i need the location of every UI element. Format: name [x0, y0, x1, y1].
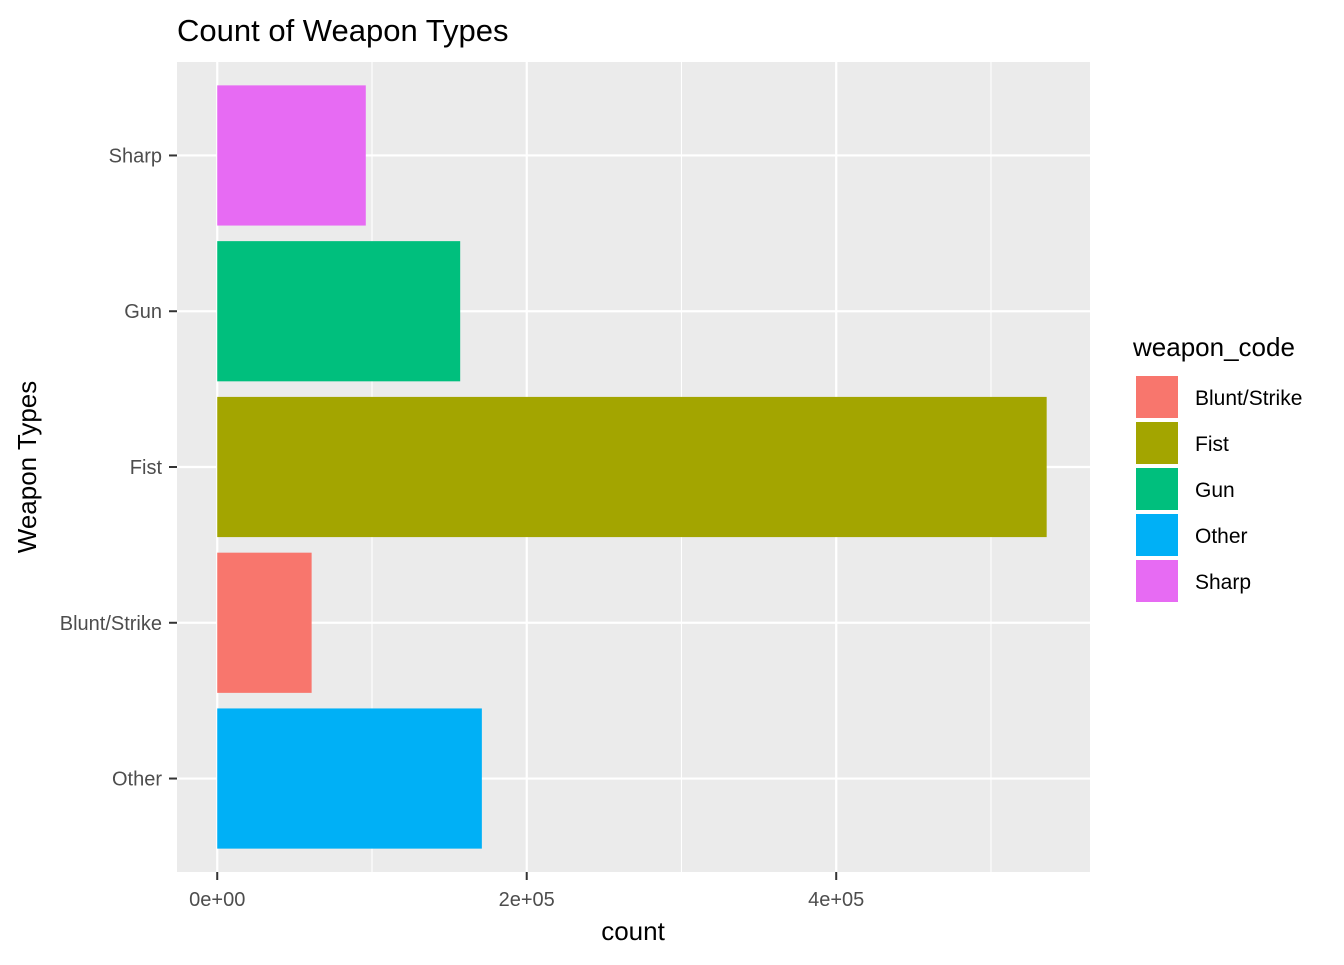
y-axis-title: Weapon Types: [12, 381, 42, 554]
x-tick-label: 4e+05: [808, 889, 864, 911]
bar-other: [217, 708, 482, 849]
y-axis: Other Blunt/Strike Fist Gun Sharp: [60, 145, 177, 791]
legend-swatch-gun: [1136, 468, 1178, 510]
legend-swatch-sharp: [1136, 560, 1178, 602]
legend-label: Other: [1195, 525, 1248, 548]
y-tick-label: Other: [112, 769, 162, 791]
legend-swatch-blunt-strike: [1136, 376, 1178, 418]
y-tick-label: Sharp: [109, 145, 162, 167]
legend-swatch-other: [1136, 514, 1178, 556]
legend-items: Blunt/Strike Fist Gun Other Sharp: [1134, 374, 1302, 604]
legend-label: Blunt/Strike: [1195, 387, 1302, 410]
bar-sharp: [217, 85, 366, 226]
bars: [217, 85, 1047, 849]
x-axis-title: count: [601, 916, 665, 946]
legend-title: weapon_code: [1132, 332, 1295, 362]
y-tick-label: Blunt/Strike: [60, 613, 162, 635]
bar-blunt-strike: [217, 552, 312, 693]
legend-label: Gun: [1195, 479, 1235, 502]
y-tick-label: Fist: [130, 457, 163, 479]
chart-title: Count of Weapon Types: [177, 13, 508, 48]
legend-swatch-fist: [1136, 422, 1178, 464]
bar-gun: [217, 241, 461, 382]
x-axis: 0e+00 2e+05 4e+05: [189, 872, 864, 911]
bar-fist: [217, 396, 1047, 538]
legend-label: Fist: [1195, 433, 1229, 456]
legend-label: Sharp: [1195, 571, 1251, 594]
legend: weapon_code Blunt/Strike Fist Gun Other Shar…: [1132, 332, 1302, 604]
x-tick-label: 2e+05: [499, 889, 555, 911]
y-tick-label: Gun: [124, 301, 162, 323]
x-tick-label: 0e+00: [189, 889, 245, 911]
